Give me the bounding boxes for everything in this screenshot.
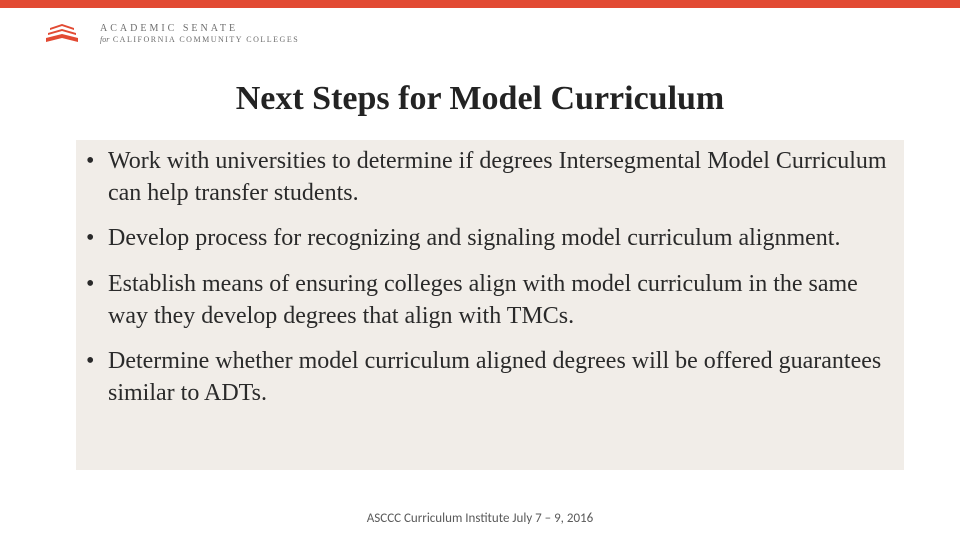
org-name: ACADEMIC SENATE for CALIFORNIA COMMUNITY… [100, 23, 299, 45]
slide-body: Work with universities to determine if d… [76, 140, 904, 470]
list-item: Work with universities to determine if d… [86, 146, 894, 209]
slide: ACADEMIC SENATE for CALIFORNIA COMMUNITY… [0, 0, 960, 540]
slide-title: Next Steps for Model Curriculum [0, 80, 960, 118]
org-line1: ACADEMIC SENATE [100, 23, 299, 34]
bullet-list: Work with universities to determine if d… [86, 146, 894, 410]
accent-top-bar [0, 0, 960, 8]
asccc-book-logo-icon [44, 16, 84, 51]
slide-footer: ASCCC Curriculum Institute July 7 – 9, 2… [0, 511, 960, 526]
list-item: Develop process for recognizing and sign… [86, 223, 894, 255]
list-item: Determine whether model curriculum align… [86, 346, 894, 409]
list-item: Establish means of ensuring colleges ali… [86, 269, 894, 332]
slide-header: ACADEMIC SENATE for CALIFORNIA COMMUNITY… [44, 16, 299, 51]
org-line2: for CALIFORNIA COMMUNITY COLLEGES [100, 36, 299, 45]
